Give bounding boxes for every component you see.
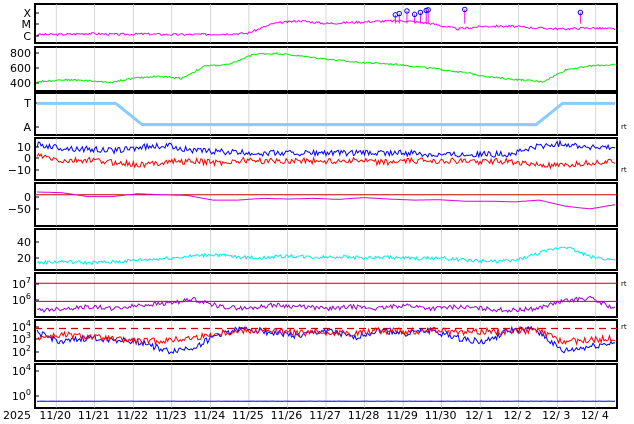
x-tick-label: 11/28: [348, 409, 380, 422]
x-tick-label: 11/29: [386, 409, 418, 422]
x-tick-label: 11/25: [232, 409, 264, 422]
side-label: rt: [621, 166, 627, 174]
x-tick-label: 11/27: [309, 409, 341, 422]
y-tick-label: T: [23, 97, 31, 110]
flare-marker: [577, 9, 584, 16]
x-tick-label: 11/30: [425, 409, 457, 422]
y-tick-label: −50: [8, 203, 31, 216]
y-tick-label: 20: [17, 252, 31, 265]
y-tick-label: 102: [12, 344, 31, 359]
x-tick-label: 11/24: [194, 409, 226, 422]
panel-imf_bt_bz: 100−10 rt: [8, 137, 627, 181]
x-axis-year: 2025: [3, 409, 31, 422]
flare-marker: [462, 6, 468, 13]
side-label: rt: [621, 323, 627, 331]
x-tick-label: 12/ 3: [542, 409, 570, 422]
y-tick-label: 800: [10, 47, 31, 60]
y-tick-label: 0: [24, 152, 31, 165]
series-line: [36, 295, 616, 313]
y-tick-label: 400: [10, 77, 31, 90]
side-label: rt: [621, 123, 627, 131]
y-tick-label: M: [22, 18, 32, 31]
y-tick-label: C: [23, 30, 31, 43]
x-tick-label: 11/23: [155, 409, 187, 422]
flare-marker: [425, 7, 431, 13]
series-line: [37, 101, 615, 127]
panel-xray_flare_class: XMC: [22, 3, 618, 44]
y-tick-label: 107: [12, 276, 31, 291]
panel-geomagnetic_h: 0−50: [8, 182, 618, 227]
panel-neutron: 100 104: [12, 363, 618, 409]
y-tick-label: A: [23, 121, 31, 134]
y-tick-label: 10: [17, 141, 31, 154]
y-tick-label: 100: [12, 388, 31, 403]
x-tick-label: 11/20: [39, 409, 71, 422]
series-line: [36, 139, 616, 159]
y-tick-label: 106: [12, 292, 31, 307]
series-line: [36, 246, 616, 266]
y-tick-label: 0: [24, 191, 31, 204]
y-tick-label: −10: [8, 164, 31, 177]
flare-marker: [404, 8, 410, 14]
y-tick-label: 40: [17, 236, 31, 249]
x-tick-label: 11/26: [271, 409, 303, 422]
series-line: [36, 152, 616, 171]
x-tick-label: 12/ 1: [465, 409, 493, 422]
side-label: rt: [621, 280, 627, 288]
series-line: [37, 191, 616, 210]
series-line: [36, 52, 615, 84]
y-tick-label: 104: [12, 363, 31, 378]
panel-solar_wind_speed: 400 600 800: [10, 46, 618, 92]
x-tick-label: 11/22: [116, 409, 148, 422]
series-line: [36, 326, 616, 346]
x-axis: 2025 11/20 11/21 11/22 11/23 11/24 11/25 11/26 1…: [3, 409, 609, 422]
y-tick-label: X: [23, 7, 31, 20]
x-tick-label: 11/21: [78, 409, 110, 422]
flare-marker: [417, 9, 424, 16]
y-tick-label: 600: [10, 62, 31, 75]
flare-marker: [411, 11, 418, 18]
flare-marker: [396, 10, 402, 17]
panel-imf_sector: TA rt: [23, 92, 627, 136]
x-tick-label: 12/ 4: [581, 409, 609, 422]
series-line: [36, 19, 616, 37]
x-tick-label: 12/ 2: [504, 409, 532, 422]
